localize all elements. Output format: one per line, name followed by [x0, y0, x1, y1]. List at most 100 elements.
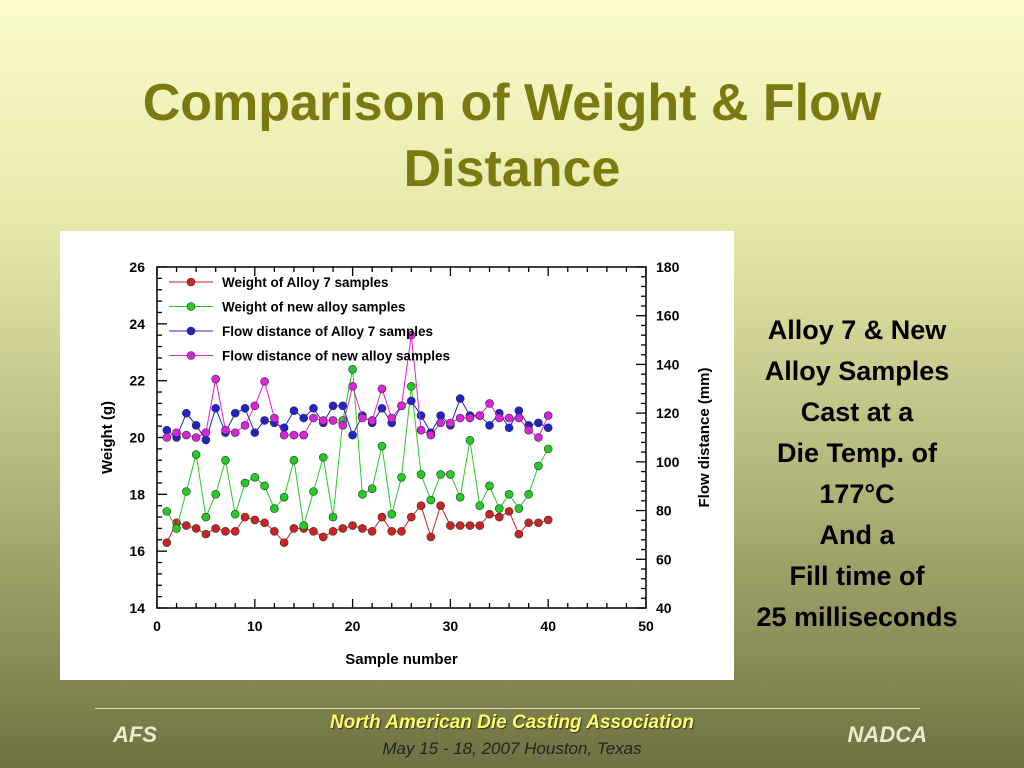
legend-swatch-marker [186, 326, 196, 336]
data-point [485, 481, 494, 491]
data-point [318, 416, 328, 425]
data-point [358, 490, 367, 499]
data-point [230, 509, 240, 519]
data-point [279, 430, 289, 440]
series-line [166, 335, 549, 439]
data-point [162, 538, 172, 547]
data-point [367, 416, 377, 425]
data-point [377, 441, 387, 451]
data-point [534, 433, 543, 442]
data-point [358, 413, 367, 423]
data-point [494, 413, 504, 423]
x-axis-label: Sample number [345, 651, 458, 668]
data-point [191, 421, 201, 430]
slide-title: Comparison of Weight & Flow Distance [142, 74, 882, 198]
series-line [166, 369, 549, 530]
y2-tick-label: 40 [656, 600, 672, 616]
data-point [543, 515, 553, 525]
y-tick-label: 26 [129, 259, 145, 275]
data-point [289, 430, 299, 440]
data-point [162, 425, 172, 435]
data-point [338, 421, 348, 430]
series-line [166, 504, 549, 544]
data-point [309, 526, 318, 536]
data-point [260, 416, 269, 425]
legend-swatch-marker [186, 302, 196, 311]
data-point [270, 504, 279, 513]
y2-tick-label: 180 [656, 259, 680, 275]
data-point [387, 509, 397, 519]
data-point [162, 507, 172, 516]
plot-frame [156, 266, 647, 609]
data-point [230, 428, 240, 437]
data-point [397, 526, 406, 536]
legend-swatch-marker [186, 277, 196, 287]
y-tick-label: 22 [129, 373, 145, 389]
data-point [377, 512, 387, 522]
x-tick-label: 0 [153, 618, 161, 634]
data-point [436, 418, 445, 428]
data-point [279, 538, 289, 547]
data-point [485, 421, 494, 430]
data-point [191, 450, 201, 459]
data-point [260, 518, 269, 528]
data-point [387, 413, 397, 423]
data-point [387, 526, 397, 536]
side-note-line: Alloy 7 & New [767, 315, 947, 345]
data-point [426, 495, 436, 505]
data-point [524, 425, 533, 435]
data-point [260, 481, 269, 491]
side-note-line: 177°C [819, 479, 895, 509]
data-point [309, 403, 318, 413]
legend-swatch-marker [186, 351, 196, 360]
data-point [543, 411, 553, 420]
data-point [318, 532, 328, 542]
data-point [475, 411, 485, 420]
data-point [485, 399, 494, 408]
y2-axis-label: Flow distance (mm) [696, 367, 713, 507]
data-point [182, 487, 191, 496]
data-point [240, 512, 250, 522]
legend-label: Flow distance of new alloy samples [222, 349, 450, 364]
data-point [201, 512, 211, 522]
data-point [348, 365, 357, 374]
data-point [221, 455, 230, 465]
data-point [328, 401, 338, 411]
data-point [455, 521, 465, 530]
data-point [318, 453, 328, 462]
legend-label: Weight of new alloy samples [222, 300, 406, 315]
data-point [201, 428, 211, 437]
y2-tick-label: 100 [656, 454, 680, 470]
data-point [475, 521, 485, 530]
data-point [211, 524, 220, 533]
data-point [230, 408, 240, 418]
data-point [289, 524, 299, 533]
data-point [250, 401, 260, 411]
data-point [328, 512, 338, 522]
data-point [221, 526, 230, 536]
data-point [524, 518, 533, 528]
y-tick-label: 18 [129, 486, 145, 502]
data-point [309, 413, 318, 423]
data-point [406, 330, 416, 340]
side-note-line: Fill time of [789, 561, 925, 591]
flow-weight-chart: 0 10 20 30 40 5014161820222426406080100120140… [99, 259, 713, 668]
data-point [406, 382, 416, 391]
data-point [182, 430, 191, 440]
data-point [338, 401, 348, 411]
x-tick-label: 10 [247, 618, 263, 634]
data-point [182, 521, 191, 530]
x-tick-label: 50 [638, 618, 654, 634]
data-point [416, 411, 426, 420]
data-point [270, 413, 279, 423]
data-point [328, 416, 338, 425]
data-point [455, 492, 465, 502]
legend-label: Flow distance of Alloy 7 samples [222, 324, 433, 339]
data-point [514, 529, 524, 539]
data-point [436, 411, 445, 420]
data-point [455, 413, 465, 423]
data-point [475, 501, 485, 511]
data-point [348, 430, 357, 440]
series-line [166, 397, 549, 442]
data-point [534, 461, 543, 471]
